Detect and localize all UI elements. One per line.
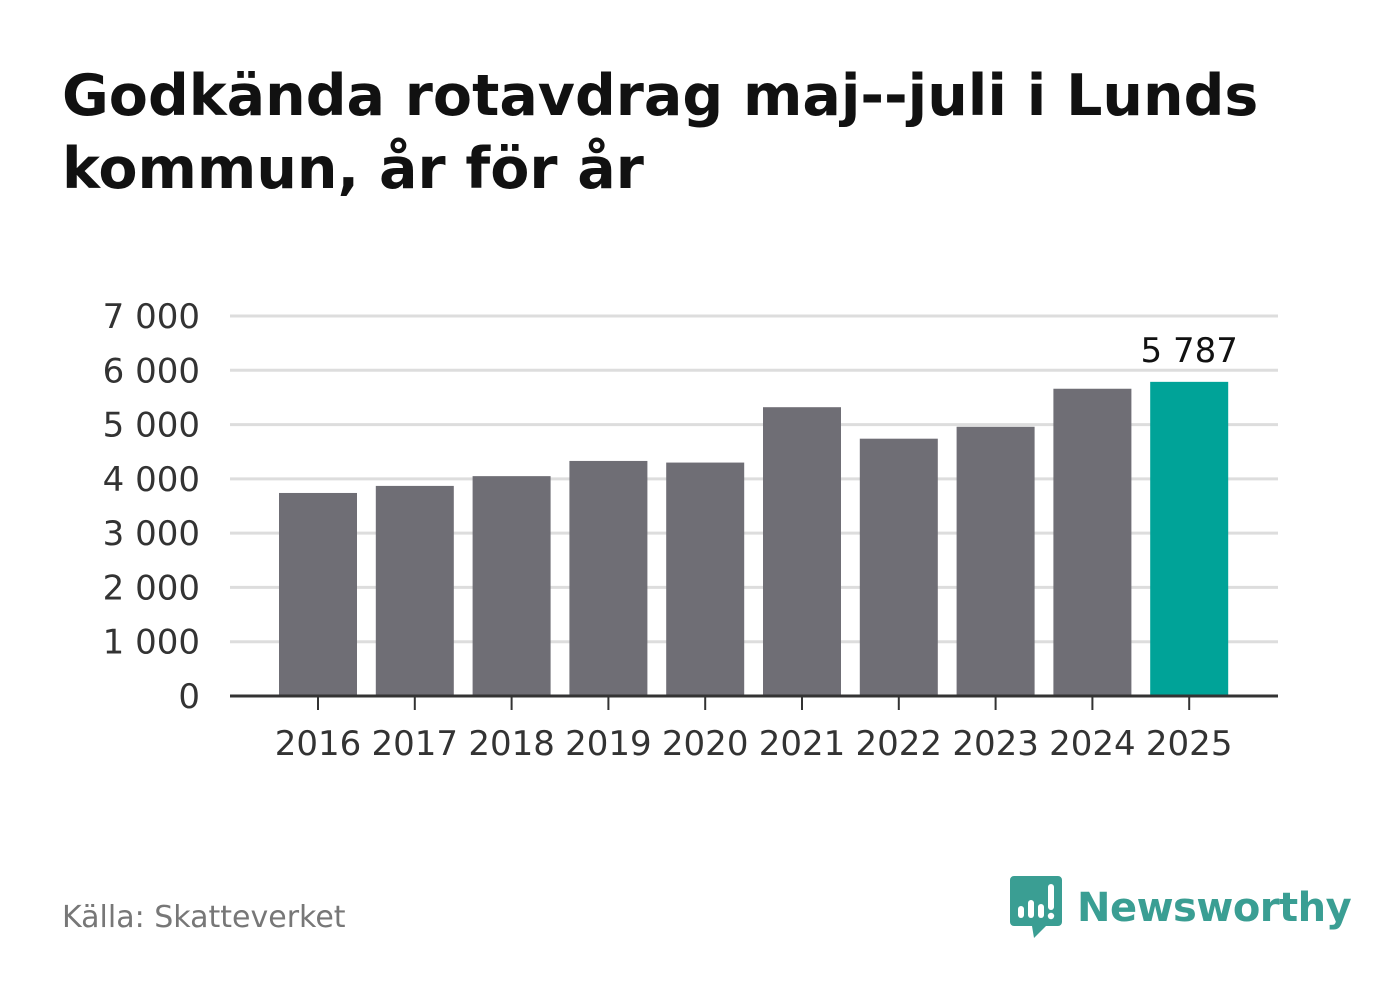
x-tick-label: 2016 bbox=[275, 724, 362, 764]
bar-2022 bbox=[859, 438, 938, 696]
x-tick-label: 2025 bbox=[1146, 724, 1233, 764]
newsworthy-logo: Newsworthy bbox=[1010, 876, 1352, 940]
x-tick-label: 2018 bbox=[468, 724, 555, 764]
y-tick-label: 0 bbox=[178, 677, 200, 717]
x-tick-label: 2017 bbox=[372, 724, 459, 764]
y-tick-label: 4 000 bbox=[103, 460, 200, 500]
chart-title: Godkända rotavdrag maj--juli i Lunds kom… bbox=[62, 63, 1259, 202]
y-tick-label: 3 000 bbox=[103, 514, 200, 554]
newsworthy-logo-icon bbox=[1010, 876, 1062, 938]
x-tick-label: 2022 bbox=[856, 724, 943, 764]
bar-2023 bbox=[956, 426, 1035, 696]
bar-2016 bbox=[279, 492, 357, 696]
bar-2018 bbox=[472, 476, 551, 696]
y-tick-label: 7 000 bbox=[103, 297, 200, 337]
bar-2024 bbox=[1053, 388, 1132, 696]
bar-2020 bbox=[666, 462, 745, 696]
y-axis-tick-labels: 0 1 000 2 000 3 000 4 000 5 000 6 000 7 000 bbox=[103, 297, 200, 717]
y-tick-label: 1 000 bbox=[103, 623, 200, 663]
x-tick-label: 2020 bbox=[662, 724, 749, 764]
bars bbox=[279, 381, 1229, 696]
x-axis-ticks: 2016 2017 2018 2019 2020 2021 2022 2023 2024 2025 bbox=[275, 696, 1233, 764]
x-tick-label: 2024 bbox=[1049, 724, 1136, 764]
brand-name: Newsworthy bbox=[1077, 885, 1352, 931]
x-tick-label: 2023 bbox=[952, 724, 1039, 764]
y-tick-label: 2 000 bbox=[103, 568, 200, 608]
x-tick-label: 2019 bbox=[565, 724, 652, 764]
bar-2021 bbox=[763, 407, 841, 696]
source-note: Källa: Skatteverket bbox=[62, 900, 346, 935]
data-labels: 5 787 bbox=[1141, 331, 1238, 371]
bar-2025 bbox=[1150, 381, 1229, 696]
data-label: 5 787 bbox=[1141, 331, 1238, 371]
x-tick-label: 2021 bbox=[759, 724, 846, 764]
y-tick-label: 5 000 bbox=[103, 406, 200, 446]
bar-2019 bbox=[569, 460, 648, 696]
y-tick-label: 6 000 bbox=[103, 351, 200, 391]
bar-2017 bbox=[375, 485, 454, 696]
